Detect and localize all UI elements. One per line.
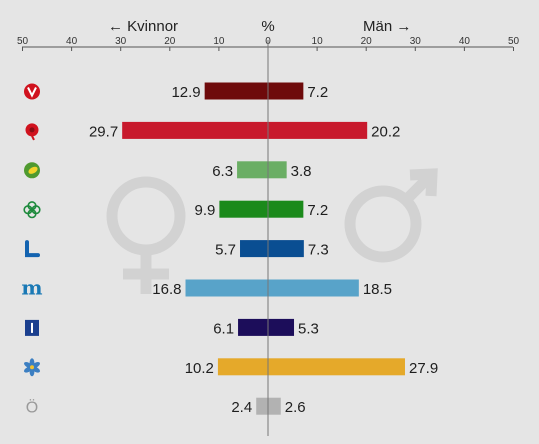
value-label-man: 5.3 [298,320,319,337]
tick-label-right: 40 [459,36,471,47]
tick-label-left: 10 [213,36,225,47]
bar-kvinnor [240,240,268,258]
v-party-logo-icon [24,83,40,100]
value-label-man: 18.5 [363,281,392,298]
value-label-man: 2.6 [285,399,306,416]
female-symbol-icon [106,176,186,294]
value-labels: 12.9 7.2 29.7 20.2 6.3 3.8 9.9 7.2 5.7 7.3 16.8 18.… [89,84,438,416]
bar-kvinnor [204,82,268,100]
sd-party-flower-icon [24,358,40,377]
bar-kvinnor [219,200,268,218]
value-label-man: 7.2 [307,202,328,219]
header-man: Män → [363,18,411,35]
header-percent: % [261,18,274,35]
tick-label-left: 20 [164,36,176,47]
svg-text:m: m [21,276,42,300]
l-party-logo-icon [25,240,40,258]
tick-label-right: 20 [361,36,373,47]
value-label-kvinnor: 9.9 [195,202,216,219]
party-icons: mÖ [21,83,43,417]
bar-man [268,318,295,336]
value-label-kvinnor: 6.1 [213,320,234,337]
value-label-kvinnor: 2.4 [231,399,252,416]
ovriga-o-icon: Ö [26,399,38,417]
bar-man [268,161,287,179]
value-label-man: 7.2 [307,84,328,101]
value-label-kvinnor: 10.2 [185,360,214,377]
mp-party-leaf-icon [24,162,40,179]
svg-text:Ö: Ö [26,399,38,417]
tick-label-right: 10 [312,36,324,47]
bar-man [268,82,304,100]
male-symbol-icon [344,168,438,263]
value-label-kvinnor: 12.9 [171,84,200,101]
header-kvinnor: ← Kvinnor [108,18,178,35]
bar-kvinnor [122,121,268,139]
bars [122,82,405,415]
value-label-man: 27.9 [409,360,438,377]
tick-label-right: 30 [410,36,422,47]
bar-kvinnor [256,397,268,415]
bar-man [268,358,405,376]
value-label-kvinnor: 16.8 [152,281,181,298]
value-label-kvinnor: 29.7 [89,123,118,140]
c-party-clover-icon [23,201,41,219]
bar-man [268,121,368,139]
tick-label-left: 40 [66,36,78,47]
bar-man [268,240,304,258]
bar-kvinnor [185,279,268,297]
value-label-kvinnor: 6.3 [212,163,233,180]
bar-man [268,279,359,297]
tick-label-right: 50 [508,36,520,47]
value-label-man: 7.3 [308,242,329,259]
tick-label-left: 50 [17,36,29,47]
bar-kvinnor [237,161,268,179]
value-label-man: 20.2 [371,123,400,140]
value-label-man: 3.8 [291,163,312,180]
bar-kvinnor [238,318,268,336]
tick-label-left: 30 [115,36,127,47]
kd-party-logo-icon [25,319,39,336]
m-party-logo-icon: m [21,276,42,300]
bar-man [268,397,281,415]
bar-man [268,200,304,218]
value-label-kvinnor: 5.7 [215,242,236,259]
s-party-rose-icon [25,123,39,141]
bar-kvinnor [217,358,268,376]
